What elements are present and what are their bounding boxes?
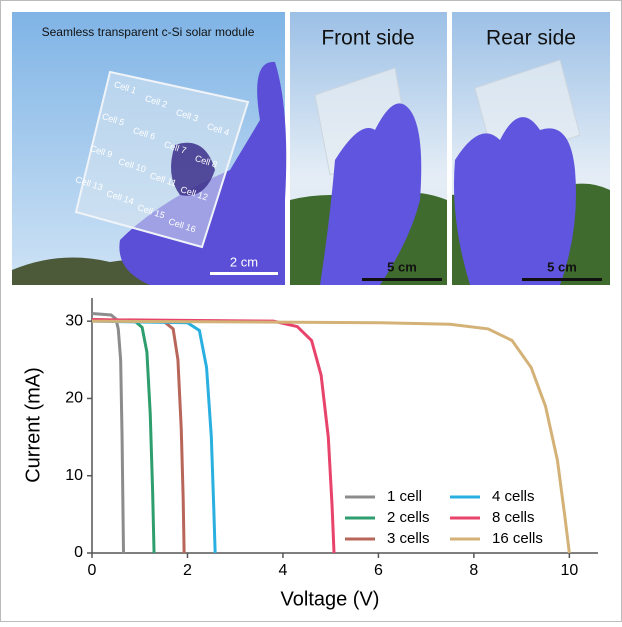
y-axis-label: Current (mA) bbox=[22, 367, 44, 483]
x-tick-label: 4 bbox=[278, 562, 287, 579]
scale-label: 5 cm bbox=[387, 259, 417, 274]
legend-label: 4 cells bbox=[492, 488, 535, 505]
legend-label: 8 cells bbox=[492, 509, 535, 526]
curve bbox=[91, 319, 571, 554]
legend-label: 1 cell bbox=[387, 488, 422, 505]
y-tick-label: 30 bbox=[65, 312, 83, 329]
scale-label: 5 cm bbox=[547, 259, 577, 274]
photo-front bbox=[290, 12, 447, 285]
module-title: Seamless transparent c-Si solar module bbox=[42, 25, 255, 39]
x-axis-label: Voltage (V) bbox=[281, 588, 380, 610]
rear-title: Rear side bbox=[486, 27, 576, 50]
y-tick-label: 10 bbox=[65, 467, 83, 484]
legend-label: 16 cells bbox=[492, 530, 543, 547]
photo-rear bbox=[452, 12, 610, 285]
curve bbox=[91, 311, 126, 554]
legend-label: 3 cells bbox=[387, 530, 430, 547]
x-tick-label: 2 bbox=[183, 562, 192, 579]
x-tick-label: 0 bbox=[88, 562, 97, 579]
x-tick-label: 8 bbox=[469, 562, 478, 579]
scale-label: 2 cm bbox=[230, 254, 258, 269]
x-tick-label: 10 bbox=[560, 562, 578, 579]
y-tick-label: 20 bbox=[65, 390, 83, 407]
front-title: Front side bbox=[321, 27, 414, 50]
curve bbox=[91, 318, 186, 554]
chart: Current (mA) Voltage (V) 0 10 20 30 0 2 4 6 8 10 1… bbox=[22, 298, 598, 610]
photo-module bbox=[12, 12, 287, 285]
y-tick-label: 0 bbox=[74, 544, 83, 561]
x-tick-label: 6 bbox=[374, 562, 383, 579]
legend-label: 2 cells bbox=[387, 509, 430, 526]
